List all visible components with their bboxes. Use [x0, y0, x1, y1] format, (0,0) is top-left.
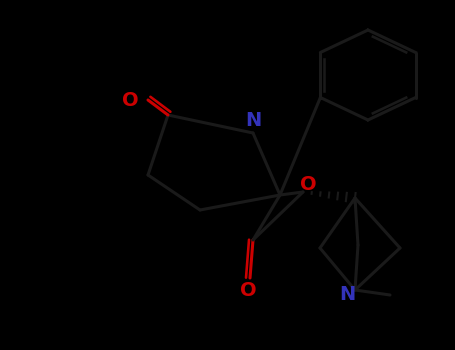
Text: O: O: [121, 91, 138, 110]
Text: N: N: [339, 286, 355, 304]
Text: O: O: [300, 175, 316, 194]
Text: N: N: [245, 112, 261, 131]
Text: O: O: [240, 280, 256, 300]
